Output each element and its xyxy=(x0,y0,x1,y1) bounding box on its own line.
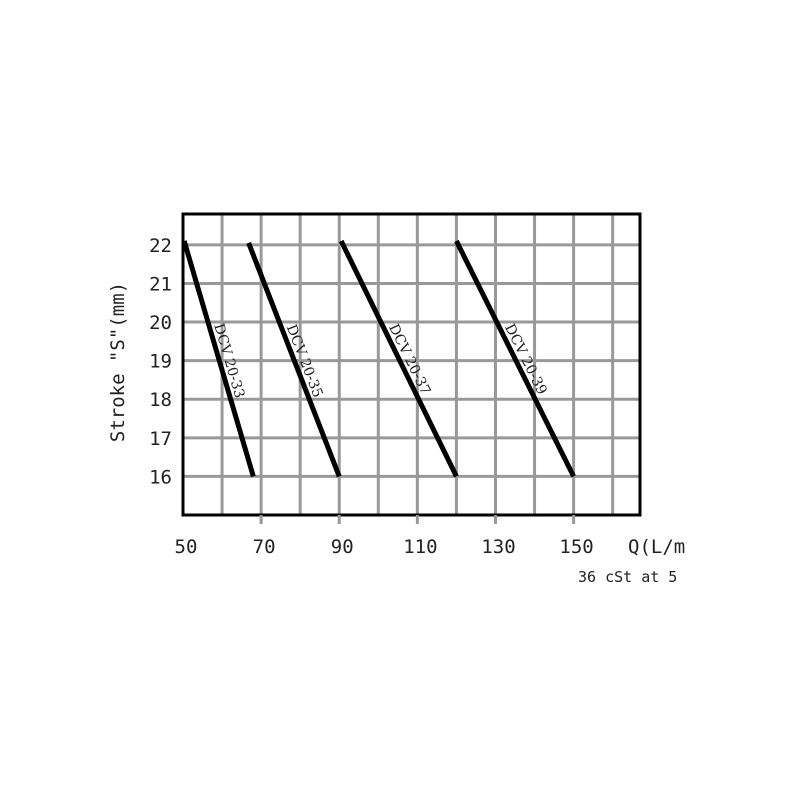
x-tick-label: 50 xyxy=(175,536,198,558)
y-tick-label: 21 xyxy=(149,273,172,295)
x-tick-label: 110 xyxy=(403,536,437,558)
x-tick-label: 70 xyxy=(253,536,276,558)
series-line xyxy=(454,239,576,478)
x-axis: 50 70 90 110 130 150 xyxy=(175,515,594,558)
y-tick-label: 17 xyxy=(149,428,172,450)
y-tick-label: 18 xyxy=(149,389,172,411)
y-tick-label: 20 xyxy=(149,312,172,334)
series-line xyxy=(246,242,342,478)
x-axis-label: Q(L/m xyxy=(628,536,685,558)
x-tick-label: 130 xyxy=(481,536,515,558)
x-tick-label: 90 xyxy=(331,536,354,558)
chart-note: 36 cSt at 5 xyxy=(578,568,677,586)
y-axis-label: Stroke "S"(mm) xyxy=(107,282,129,442)
grid xyxy=(183,214,640,515)
y-tick-label: 19 xyxy=(149,351,172,373)
plot-frame xyxy=(181,212,642,517)
series-line xyxy=(338,239,459,478)
y-tick-label: 16 xyxy=(149,466,172,488)
y-tick-label: 22 xyxy=(149,235,172,257)
x-tick-label: 150 xyxy=(559,536,593,558)
y-axis: 16 17 18 19 20 21 22 xyxy=(149,235,172,489)
series-line xyxy=(181,240,256,478)
